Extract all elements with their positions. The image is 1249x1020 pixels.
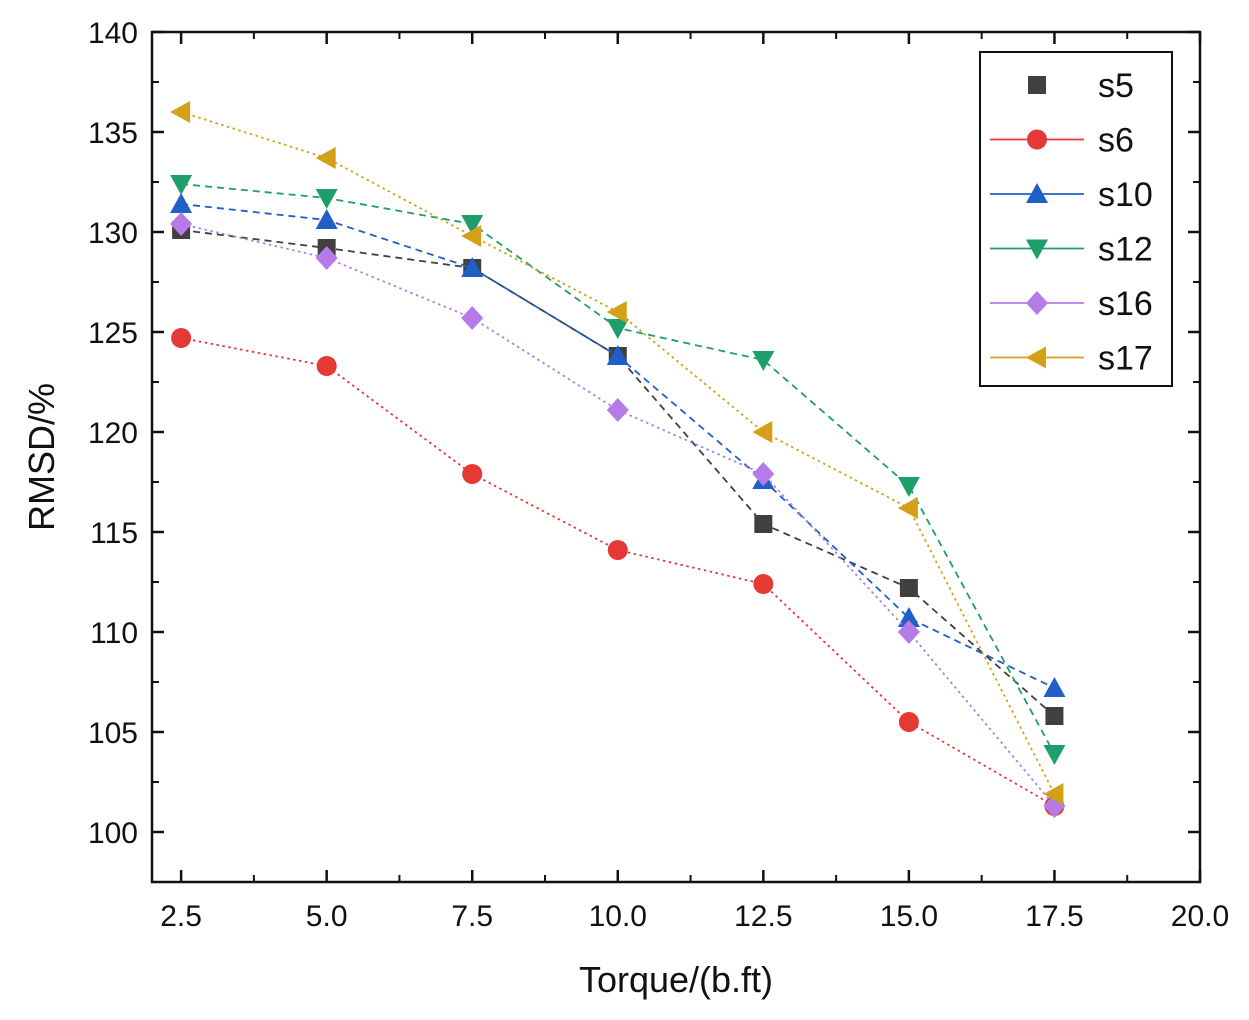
- legend-label: s12: [1098, 231, 1153, 269]
- x-tick-label: 2.5: [160, 900, 202, 933]
- legend-label: s5: [1098, 67, 1134, 105]
- data-point-s6: [607, 540, 628, 560]
- y-tick-label: 135: [88, 117, 138, 150]
- x-tick-label: 5.0: [306, 900, 348, 933]
- series-line-s12: [181, 183, 1056, 755]
- legend-item-s12: s12: [990, 231, 1153, 269]
- data-point-s17: [315, 147, 336, 169]
- legend-marker: [1026, 183, 1048, 203]
- data-point-s10: [606, 345, 629, 365]
- legend-label: s17: [1098, 340, 1153, 378]
- legend-item-s17: s17: [990, 340, 1153, 378]
- x-axis-title: Torque/(b.ft): [579, 959, 773, 1000]
- legend-item-s6: s6: [990, 122, 1134, 160]
- legend-label: s16: [1098, 285, 1153, 323]
- series-s10: [170, 193, 1066, 697]
- legend-label: s6: [1098, 122, 1134, 160]
- y-tick-label: 130: [88, 217, 138, 250]
- legend-item-s5: s5: [1028, 67, 1134, 105]
- data-point-s16: [606, 398, 629, 422]
- data-point-s6: [316, 356, 337, 376]
- data-point-s12: [170, 175, 193, 195]
- x-tick-label: 20.0: [1171, 900, 1229, 933]
- data-point-s12: [1043, 745, 1066, 765]
- data-point-s12: [315, 189, 338, 209]
- data-point-s16: [752, 462, 775, 486]
- data-point-s10: [897, 607, 920, 627]
- data-point-s12: [897, 477, 920, 497]
- data-point-s16: [170, 212, 193, 236]
- x-tick-label: 7.5: [451, 900, 493, 933]
- series-s12: [170, 175, 1066, 765]
- y-tick-label: 100: [88, 817, 138, 850]
- legend-marker: [1027, 129, 1047, 150]
- legend-marker: [1026, 346, 1046, 369]
- data-point-s12: [752, 351, 775, 371]
- data-point-s5: [1045, 707, 1064, 725]
- data-point-s10: [315, 209, 338, 229]
- x-tick-label: 17.5: [1025, 900, 1083, 933]
- data-point-s17: [461, 225, 482, 247]
- data-point-s5: [754, 515, 773, 533]
- y-tick-label: 105: [88, 717, 138, 750]
- data-point-s16: [461, 306, 484, 330]
- legend-box: [979, 51, 1173, 387]
- data-point-s5: [899, 579, 918, 597]
- y-tick-label: 110: [90, 617, 138, 650]
- series-s16: [170, 212, 1066, 818]
- series-layer: [170, 101, 1066, 818]
- data-point-s17: [1043, 783, 1064, 805]
- y-tick-label: 125: [88, 317, 138, 350]
- data-point-s10: [1043, 677, 1066, 697]
- y-tick-label: 140: [88, 17, 138, 50]
- data-point-s17: [897, 497, 918, 519]
- data-point-s10: [461, 257, 484, 277]
- data-point-s16: [897, 620, 920, 644]
- legend-label: s10: [1098, 176, 1153, 214]
- series-line-s17: [180, 111, 1056, 795]
- data-point-s10: [170, 193, 193, 213]
- series-line-s5: [181, 229, 1056, 717]
- data-point-s17: [752, 421, 773, 443]
- data-point-s12: [606, 319, 629, 339]
- x-tick-label: 10.0: [589, 900, 647, 933]
- data-point-s17: [606, 301, 627, 323]
- data-point-s16: [315, 246, 338, 270]
- axes-layer: 2.5 5.0 7.5 10.0 12.5 15.0 17.5 20.0 100 105 110 11…: [88, 17, 1229, 933]
- plot-frame: [150, 30, 1202, 884]
- data-point-s17: [170, 101, 191, 123]
- legend-marker: [1028, 76, 1046, 94]
- data-point-s6: [898, 712, 919, 732]
- legend-marker: [1026, 291, 1048, 315]
- y-tick-label: 115: [90, 517, 138, 550]
- legend: s5 s6 s10 s12 s16 s17: [979, 51, 1173, 387]
- legend-item-s16: s16: [990, 285, 1153, 323]
- y-tick-label: 120: [88, 417, 138, 450]
- series-line-s10: [181, 203, 1055, 689]
- data-point-s6: [753, 574, 774, 594]
- x-tick-label: 15.0: [880, 900, 938, 933]
- series-s5: [172, 221, 1064, 725]
- legend-item-s10: s10: [990, 176, 1153, 214]
- legend-marker: [1026, 239, 1048, 260]
- data-point-s12: [461, 215, 484, 235]
- x-tick-label: 12.5: [734, 900, 792, 933]
- data-point-s6: [462, 464, 483, 484]
- y-axis-title: RMSD/%: [21, 383, 62, 531]
- series-s17: [170, 101, 1064, 805]
- data-point-s6: [171, 328, 192, 348]
